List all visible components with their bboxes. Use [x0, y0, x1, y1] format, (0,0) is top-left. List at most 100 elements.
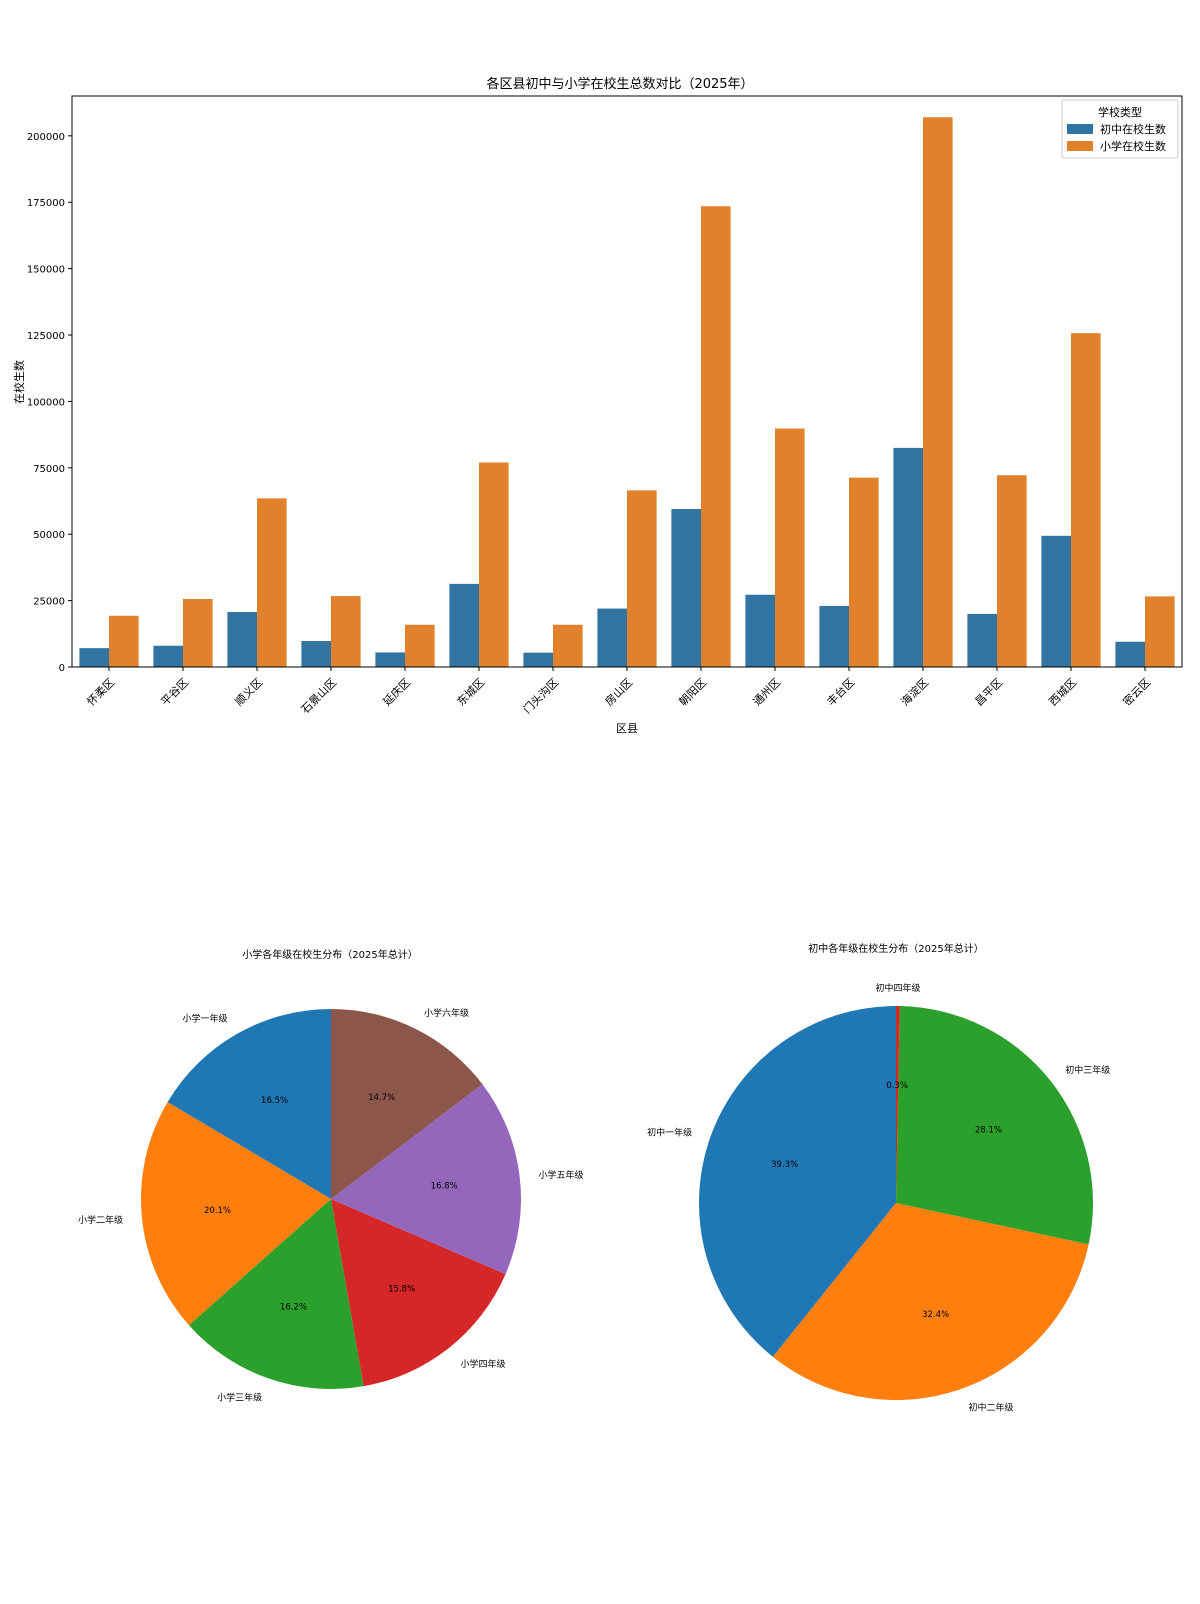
pie-slice-percent: 16.5%	[261, 1096, 288, 1106]
bar-primary	[849, 477, 879, 667]
pie-chart-primary: 小学各年级在校生分布（2025年总计） 小学一年级 16.5% 小学二年级 20.1%…	[78, 948, 584, 1403]
legend-swatch-primary	[1067, 141, 1093, 151]
pie-slice-percent: 15.8%	[388, 1284, 415, 1294]
bar-junior	[671, 508, 701, 667]
pie-slice	[331, 1084, 522, 1275]
bar-primary	[109, 615, 139, 667]
bar-junior	[153, 645, 183, 667]
pie-slice	[896, 1006, 900, 1203]
pie-slice-label: 小学二年级	[78, 1214, 123, 1226]
bar-junior	[745, 594, 775, 667]
x-tick-label: 顺义区	[233, 676, 266, 709]
y-axis-label: 在校生数	[12, 360, 26, 404]
bar-primary	[257, 498, 287, 667]
x-tick-label: 石景山区	[299, 676, 339, 716]
x-tick-label: 东城区	[455, 676, 488, 709]
pie-slice	[699, 1006, 896, 1357]
bar-primary	[1145, 596, 1175, 667]
bar-junior	[597, 608, 627, 667]
x-tick-label: 通州区	[751, 676, 784, 709]
bar-marks	[79, 117, 1175, 667]
bar-primary	[405, 624, 435, 667]
pie-chart-junior: 初中各年级在校生分布（2025年总计） 初中一年级 39.3% 初中二年级 32.4%…	[647, 942, 1110, 1413]
bar-junior	[375, 652, 405, 667]
bar-junior	[1041, 535, 1071, 667]
pie-slice-label: 小学一年级	[183, 1012, 228, 1024]
pie-slice	[167, 1009, 331, 1199]
pie-slice-percent: 32.4%	[922, 1310, 949, 1320]
bar-primary	[331, 596, 361, 667]
x-tick-label: 丰台区	[824, 675, 857, 708]
bar-junior	[449, 583, 479, 667]
bar-primary	[479, 462, 509, 667]
pie-slice-percent: 0.3%	[886, 1081, 908, 1091]
legend-label-primary: 小学在校生数	[1100, 139, 1166, 153]
pie-slice	[188, 1199, 364, 1390]
pie-slice-label: 初中三年级	[1065, 1064, 1110, 1076]
x-tick-label: 平谷区	[159, 676, 192, 709]
pie-slice-percent: 20.1%	[204, 1206, 231, 1216]
pie-slice-label: 小学三年级	[217, 1391, 262, 1403]
pie-slice	[140, 1102, 331, 1326]
y-tick-label: 125000	[27, 331, 65, 342]
pie-slice-percent: 16.8%	[431, 1181, 458, 1191]
y-tick-label: 75000	[33, 464, 65, 475]
x-tick-label: 房山区	[603, 676, 636, 709]
pie-slice-label: 初中二年级	[968, 1401, 1013, 1413]
pie-slice	[896, 1006, 1093, 1245]
bar-junior	[79, 648, 109, 667]
pie-slice	[331, 1009, 483, 1199]
bar-junior	[523, 652, 553, 667]
pie-primary-title: 小学各年级在校生分布（2025年总计）	[242, 948, 417, 961]
pie-slice-percent: 39.3%	[771, 1160, 798, 1170]
pie-slice	[331, 1199, 506, 1387]
x-tick-label: 昌平区	[973, 676, 1006, 709]
legend-label-junior: 初中在校生数	[1100, 122, 1166, 136]
bar-junior	[227, 612, 257, 667]
y-tick-label: 0	[59, 663, 65, 674]
y-tick-label: 200000	[27, 132, 65, 143]
bar-primary	[627, 490, 657, 667]
bar-chart: 各区县初中与小学在校生总数对比（2025年） 0 25000 50000 75000 1…	[12, 76, 1183, 735]
legend-title: 学校类型	[1098, 105, 1142, 119]
x-tick-label: 朝阳区	[677, 676, 710, 709]
bar-junior	[819, 605, 849, 667]
bar-junior	[893, 447, 923, 667]
x-tick-label: 怀柔区	[85, 676, 118, 709]
bar-primary	[997, 475, 1027, 667]
bar-junior	[1115, 641, 1145, 667]
bar-primary	[701, 206, 731, 667]
pie-slice-label: 小学四年级	[461, 1358, 506, 1370]
x-tick-label: 海淀区	[898, 675, 931, 708]
y-tick-label: 100000	[27, 397, 65, 408]
x-axis-label: 区县	[616, 722, 638, 735]
x-tick-label: 门头沟区	[520, 675, 561, 716]
pie-slice-label: 小学六年级	[424, 1007, 469, 1019]
pie-slice-label: 初中四年级	[876, 982, 921, 994]
legend: 学校类型 初中在校生数 小学在校生数	[1061, 99, 1179, 159]
pie-slice-label: 初中一年级	[647, 1126, 692, 1138]
bar-primary	[1071, 333, 1101, 667]
pie-junior-title: 初中各年级在校生分布（2025年总计）	[808, 942, 983, 955]
y-tick-label: 175000	[27, 198, 65, 209]
pie-slice	[772, 1203, 1089, 1401]
x-axis: 怀柔区 平谷区 顺义区 石景山区 延庆区 东城区 门头沟区 房山区 朝阳区 通州区 丰台区 海淀区 昌平…	[85, 667, 1153, 716]
bar-junior	[967, 613, 997, 667]
y-axis: 0 25000 50000 75000 100000 125000 150000 175000…	[27, 132, 72, 674]
pie-slice-label: 小学五年级	[538, 1169, 583, 1181]
bar-primary	[553, 624, 583, 667]
y-tick-label: 25000	[33, 597, 65, 608]
y-tick-label: 50000	[33, 530, 65, 541]
bar-primary	[923, 117, 953, 667]
plot-frame	[71, 95, 1183, 668]
y-tick-label: 150000	[27, 265, 65, 276]
bar-chart-title: 各区县初中与小学在校生总数对比（2025年）	[486, 76, 753, 92]
bar-primary	[775, 428, 805, 667]
pie-slice-percent: 16.2%	[280, 1303, 307, 1313]
x-tick-label: 密云区	[1120, 675, 1153, 708]
bar-junior	[301, 640, 331, 667]
pie-slice-percent: 28.1%	[975, 1126, 1002, 1136]
pie-slice-percent: 14.7%	[368, 1093, 395, 1103]
